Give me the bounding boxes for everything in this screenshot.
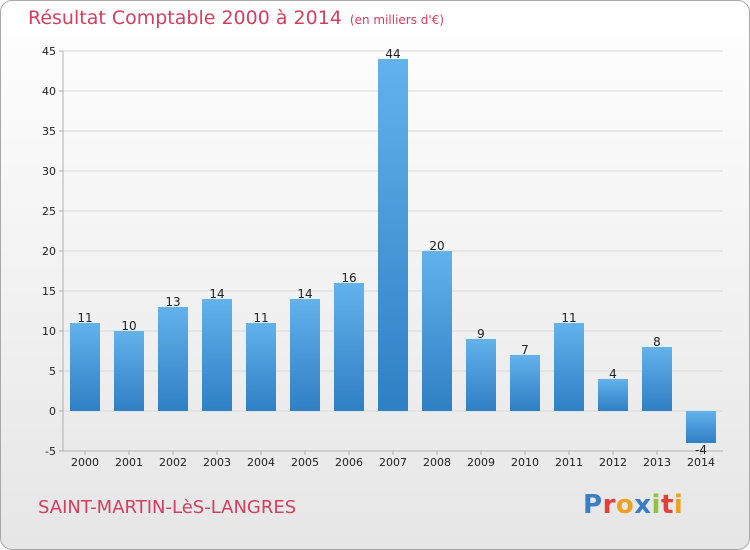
y-tick-label: 10 <box>42 325 56 338</box>
x-tick-label-2002: 2002 <box>159 456 187 469</box>
y-tick-label: 20 <box>42 245 56 258</box>
bar-2002 <box>158 307 188 411</box>
x-tick-label-2012: 2012 <box>599 456 627 469</box>
x-tick-label-2010: 2010 <box>511 456 539 469</box>
bar-2009 <box>466 339 496 411</box>
y-tick-label: 40 <box>42 85 56 98</box>
x-tick-label-2004: 2004 <box>247 456 275 469</box>
value-labels: 11 10 13 14 11 14 16 44 20 9 7 11 4 8 -4 <box>77 47 707 457</box>
tick-labels: -5 0 5 10 15 20 25 30 35 40 45 2000 2001 2002 2003 2004… <box>42 45 715 469</box>
y-tick-label: 45 <box>42 45 56 58</box>
bar-2001 <box>114 331 144 411</box>
logo-letter: i <box>673 490 684 520</box>
logo-letter: x <box>634 490 652 520</box>
x-tick-label-2008: 2008 <box>423 456 451 469</box>
bar-2004 <box>246 323 276 411</box>
bar-2013 <box>642 347 672 411</box>
x-tick-label-2005: 2005 <box>291 456 319 469</box>
chart-title: Résultat Comptable 2000 à 2014 <box>28 7 342 29</box>
bars <box>70 59 716 443</box>
bar-2010 <box>510 355 540 411</box>
y-tick-label: 0 <box>49 405 56 418</box>
logo-letter: o <box>615 490 635 520</box>
value-label-2010: 7 <box>521 343 529 357</box>
y-tick-label: 25 <box>42 205 56 218</box>
logo-letter: r <box>602 490 616 520</box>
y-tick-label: 35 <box>42 125 56 138</box>
value-label-2003: 14 <box>209 287 224 301</box>
bar-2007 <box>378 59 408 411</box>
axes <box>59 50 723 455</box>
y-tick-label: 5 <box>49 365 56 378</box>
bar-2006 <box>334 283 364 411</box>
value-label-2008: 20 <box>429 239 444 253</box>
chart-title-block: Résultat Comptable 2000 à 2014 (en millie… <box>28 7 444 29</box>
y-tick-label: 30 <box>42 165 56 178</box>
logo-letter: t <box>660 490 674 520</box>
proxiti-logo: Proxiti <box>583 490 683 520</box>
bar-2014 <box>686 411 716 443</box>
x-tick-label-2003: 2003 <box>203 456 231 469</box>
chart-unit: (en milliers d'€) <box>349 13 445 27</box>
value-label-2011: 11 <box>561 311 576 325</box>
x-tick-label-2013: 2013 <box>643 456 671 469</box>
value-label-2006: 16 <box>341 271 356 285</box>
value-label-2009: 9 <box>477 327 485 341</box>
commune-name: SAINT-MARTIN-LèS-LANGRES <box>38 497 297 518</box>
x-tick-label-2006: 2006 <box>335 456 363 469</box>
bar-2000 <box>70 323 100 411</box>
bar-2003 <box>202 299 232 411</box>
x-tick-label-2000: 2000 <box>71 456 99 469</box>
bar-2008 <box>422 251 452 411</box>
value-label-2007: 44 <box>385 47 400 61</box>
x-tick-label-2014: 2014 <box>687 456 715 469</box>
bar-2011 <box>554 323 584 411</box>
value-label-2014: -4 <box>695 443 707 457</box>
x-tick-label-2007: 2007 <box>379 456 407 469</box>
bar-2012 <box>598 379 628 411</box>
logo-letter: P <box>583 490 603 520</box>
y-tick-label: 15 <box>42 285 56 298</box>
logo-letter: i <box>651 490 661 520</box>
bar-2005 <box>290 299 320 411</box>
x-tick-label-2001: 2001 <box>115 456 143 469</box>
value-label-2002: 13 <box>165 295 180 309</box>
value-label-2012: 4 <box>609 367 617 381</box>
x-tick-label-2011: 2011 <box>555 456 583 469</box>
value-label-2001: 10 <box>121 319 136 333</box>
value-label-2013: 8 <box>653 335 661 349</box>
value-label-2005: 14 <box>297 287 312 301</box>
value-label-2000: 11 <box>77 311 92 325</box>
y-tick-label: -5 <box>45 445 56 458</box>
x-tick-label-2009: 2009 <box>467 456 495 469</box>
value-label-2004: 11 <box>253 311 268 325</box>
